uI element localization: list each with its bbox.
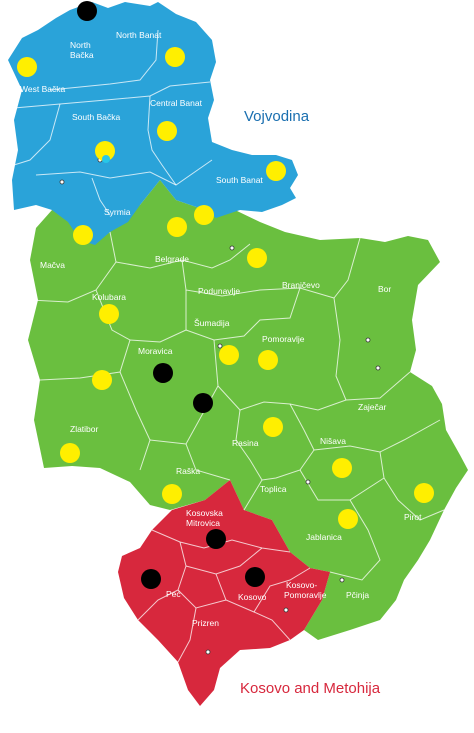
district-macva: Mačva [40,260,65,270]
district-moravica: Moravica [138,346,173,356]
district-rasina: Rasina [232,438,259,448]
vojvodina-region [8,2,298,245]
kosovo-region [118,480,330,706]
district-pomoravlje: Pomoravlje [262,334,305,344]
yellow-marker [60,443,80,463]
district-zlatibor: Zlatibor [70,424,99,434]
district-kolubara: Kolubara [92,292,126,302]
yellow-marker [194,205,214,225]
district-raska: Raška [176,466,200,476]
district-pcinja: Pčinja [346,590,369,600]
district-sumadija: Šumadija [194,318,230,328]
district-branicevo: Braničevo [282,280,320,290]
yellow-marker [263,417,283,437]
district-west-backa: West Bačka [20,84,65,94]
district-bor: Bor [378,284,391,294]
yellow-marker [338,509,358,529]
district-podunavlje: Podunavlje [198,286,240,296]
black-marker [77,1,97,21]
yellow-marker [332,458,352,478]
district-south-banat: South Banat [216,175,263,185]
district-central-banat: Central Banat [150,98,203,108]
black-marker [141,569,161,589]
yellow-marker [157,121,177,141]
district-prizren: Prizren [192,618,219,628]
yellow-marker [73,225,93,245]
black-marker [206,529,226,549]
black-marker [193,393,213,413]
yellow-marker [167,217,187,237]
district-toplica: Toplica [260,484,287,494]
district-nisava: Nišava [320,436,346,446]
district-north-backa-line1: North [70,40,91,50]
district-belgrade: Belgrade [155,254,189,264]
district-kosovo-pomoravlje-line1: Kosovo- [286,580,317,590]
district-pec: Peć [166,589,181,599]
black-marker [153,363,173,383]
cyan-marker [102,155,110,163]
district-south-backa: South Bačka [72,112,120,122]
yellow-marker [162,484,182,504]
black-markers [77,1,265,589]
district-zajecar: Zaječar [358,402,387,412]
yellow-marker [414,483,434,503]
yellow-marker [258,350,278,370]
district-kosovo-pomoravlje-line2: Pomoravlje [284,590,327,600]
yellow-marker [165,47,185,67]
district-kosovo: Kosovo [238,592,267,602]
district-north-banat: North Banat [116,30,162,40]
district-srem: Syrmia [104,207,131,217]
district-kosovska-mitrovica-line2: Mitrovica [186,518,220,528]
yellow-marker [247,248,267,268]
yellow-markers [17,47,434,529]
district-pirot: Pirot [404,512,422,522]
yellow-marker [17,57,37,77]
yellow-marker [219,345,239,365]
central-serbia-region [28,180,468,640]
black-marker [245,567,265,587]
district-jablanica: Jablanica [306,532,342,542]
district-kosovska-mitrovica-line1: Kosovska [186,508,223,518]
vojvodina-title: Vojvodina [244,108,310,125]
yellow-marker [266,161,286,181]
district-labels: North Banat North Bačka West Bačka South… [20,30,422,628]
yellow-marker [95,141,115,161]
kosovo-title: Kosovo and Metohija [240,680,381,697]
district-north-backa-line2: Bačka [70,50,94,60]
yellow-marker [99,304,119,324]
yellow-marker [92,370,112,390]
